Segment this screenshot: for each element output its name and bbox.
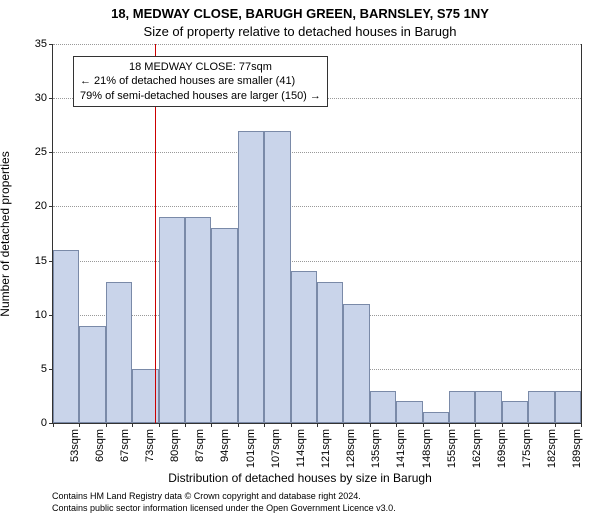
histogram-bar — [211, 228, 237, 423]
annotation-box: 18 MEDWAY CLOSE: 77sqm ← 21% of detached… — [73, 56, 328, 107]
ytick-label: 30 — [35, 92, 47, 104]
xtick-label: 135sqm — [370, 429, 382, 468]
histogram-bar — [53, 250, 79, 423]
annotation-line2: ← 21% of detached houses are smaller (41… — [80, 74, 321, 88]
xtick-mark — [264, 423, 265, 427]
xtick-label: 53sqm — [69, 429, 81, 462]
chart-plot-area: 0510152025303553sqm60sqm67sqm73sqm80sqm8… — [52, 44, 582, 424]
xtick-label: 60sqm — [94, 429, 106, 462]
xtick-mark — [106, 423, 107, 427]
xtick-label: 80sqm — [169, 429, 181, 462]
histogram-bar — [185, 217, 211, 423]
attribution-line2: Contains public sector information licen… — [52, 503, 396, 514]
xtick-label: 189sqm — [571, 429, 583, 468]
xtick-mark — [132, 423, 133, 427]
histogram-bar — [291, 271, 317, 423]
attribution-text: Contains HM Land Registry data © Crown c… — [52, 491, 396, 514]
ytick-mark — [49, 206, 53, 207]
xtick-mark — [159, 423, 160, 427]
xtick-mark — [185, 423, 186, 427]
histogram-bar — [238, 131, 264, 423]
xtick-mark — [317, 423, 318, 427]
annotation-line3: 79% of semi-detached houses are larger (… — [80, 89, 321, 103]
xtick-mark — [502, 423, 503, 427]
xtick-mark — [79, 423, 80, 427]
xtick-label: 87sqm — [194, 429, 206, 462]
attribution-line1: Contains HM Land Registry data © Crown c… — [52, 491, 396, 503]
x-axis-label: Distribution of detached houses by size … — [0, 471, 600, 485]
histogram-bar — [528, 391, 554, 423]
xtick-mark — [396, 423, 397, 427]
gridline — [53, 152, 581, 153]
xtick-mark — [555, 423, 556, 427]
histogram-bar — [475, 391, 501, 423]
xtick-label: 94sqm — [219, 429, 231, 462]
ytick-label: 0 — [41, 417, 47, 429]
histogram-bar — [317, 282, 343, 423]
histogram-bar — [79, 326, 105, 423]
xtick-label: 175sqm — [521, 429, 533, 468]
xtick-mark — [528, 423, 529, 427]
xtick-label: 182sqm — [546, 429, 558, 468]
histogram-bar — [396, 401, 422, 423]
xtick-mark — [475, 423, 476, 427]
ytick-label: 35 — [35, 38, 47, 50]
xtick-label: 162sqm — [471, 429, 483, 468]
ytick-label: 5 — [41, 363, 47, 375]
ytick-mark — [49, 98, 53, 99]
xtick-label: 101sqm — [245, 429, 257, 468]
histogram-bar — [370, 391, 396, 423]
histogram-bar — [502, 401, 528, 423]
xtick-label: 169sqm — [496, 429, 508, 468]
xtick-label: 155sqm — [446, 429, 458, 468]
ytick-label: 25 — [35, 146, 47, 158]
xtick-mark — [238, 423, 239, 427]
y-axis-label: Number of detached properties — [0, 151, 12, 316]
xtick-mark — [449, 423, 450, 427]
ytick-mark — [49, 44, 53, 45]
chart-title-main: 18, MEDWAY CLOSE, BARUGH GREEN, BARNSLEY… — [0, 6, 600, 21]
annotation-line1: 18 MEDWAY CLOSE: 77sqm — [80, 60, 321, 74]
xtick-label: 121sqm — [320, 429, 332, 468]
gridline — [53, 206, 581, 207]
xtick-mark — [291, 423, 292, 427]
histogram-bar — [423, 412, 449, 423]
xtick-mark — [211, 423, 212, 427]
gridline — [53, 261, 581, 262]
histogram-bar — [159, 217, 185, 423]
ytick-label: 15 — [35, 255, 47, 267]
xtick-mark — [423, 423, 424, 427]
xtick-mark — [370, 423, 371, 427]
xtick-label: 128sqm — [345, 429, 357, 468]
chart-title-sub: Size of property relative to detached ho… — [0, 24, 600, 39]
ytick-mark — [49, 152, 53, 153]
xtick-label: 107sqm — [270, 429, 282, 468]
ytick-label: 10 — [35, 309, 47, 321]
xtick-mark — [343, 423, 344, 427]
histogram-bar — [106, 282, 132, 423]
histogram-bar — [343, 304, 369, 423]
gridline — [53, 44, 581, 45]
xtick-label: 141sqm — [395, 429, 407, 468]
xtick-label: 73sqm — [144, 429, 156, 462]
xtick-label: 67sqm — [119, 429, 131, 462]
ytick-label: 20 — [35, 200, 47, 212]
histogram-bar — [264, 131, 290, 423]
xtick-label: 114sqm — [295, 429, 307, 467]
xtick-label: 148sqm — [421, 429, 433, 468]
xtick-mark — [53, 423, 54, 427]
histogram-bar — [449, 391, 475, 423]
xtick-mark — [581, 423, 582, 427]
histogram-bar — [555, 391, 581, 423]
